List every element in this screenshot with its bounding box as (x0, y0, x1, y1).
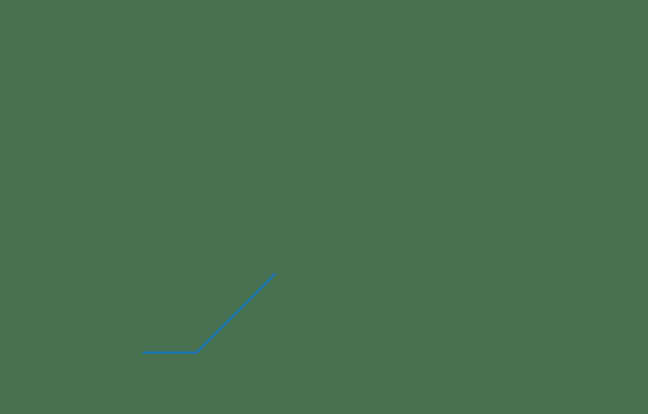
data-line (142, 272, 277, 354)
